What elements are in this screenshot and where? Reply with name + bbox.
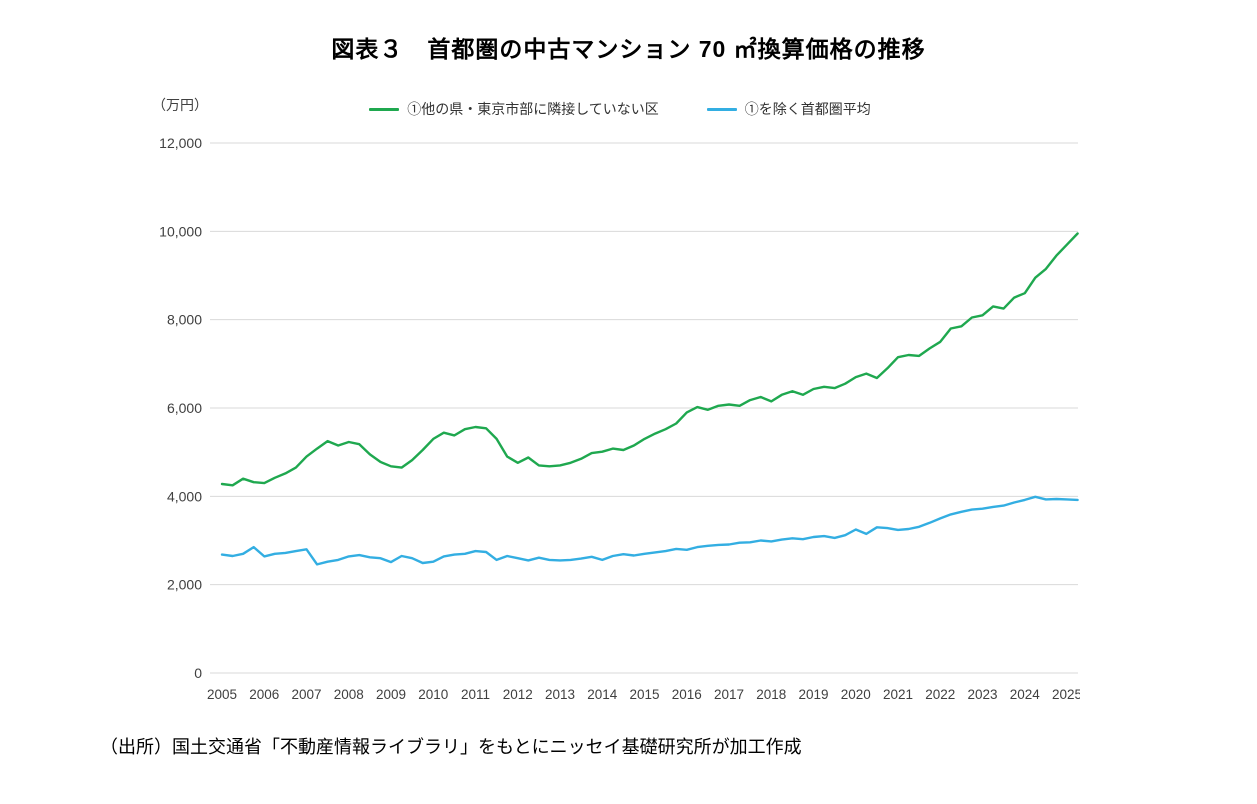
x-axis-tick-label: 2016	[672, 687, 702, 702]
x-axis-tick-label: 2015	[629, 687, 659, 702]
x-axis-tick-label: 2007	[291, 687, 321, 702]
y-axis-tick-label: 6,000	[167, 400, 202, 416]
legend-line-swatch	[706, 107, 737, 111]
x-axis-tick-label: 2022	[925, 687, 955, 702]
x-axis-tick-label: 2017	[714, 687, 744, 702]
x-axis-tick-label: 2024	[1010, 687, 1041, 702]
legend-item: ①他の県・東京市部に隣接していない区	[369, 99, 659, 119]
x-axis-tick-label: 2021	[883, 687, 913, 702]
x-axis-tick-label: 2019	[798, 687, 828, 702]
legend-label: ①他の県・東京市部に隣接していない区	[407, 101, 659, 117]
x-axis-tick-label: 2012	[503, 687, 533, 702]
legend-label: ①を除く首都圏平均	[744, 101, 871, 117]
x-axis-tick-label: 2013	[545, 687, 575, 702]
series-line-non-adjacent-wards	[220, 232, 1079, 487]
x-axis-tick-label: 2010	[418, 687, 448, 702]
legend-line-swatch	[369, 107, 400, 111]
y-axis-tick-label: 0	[194, 665, 202, 681]
x-axis-tick-label: 2014	[587, 687, 618, 702]
x-axis-tick-label: 2008	[334, 687, 364, 702]
x-axis-tick-label: 2018	[756, 687, 786, 702]
series-line-metro-average	[220, 495, 1079, 566]
y-axis-unit-label: （万円）	[152, 97, 208, 113]
line-chart: 0 2,000 4,000 6,000 8,000 10,000 12,000 2005 200…	[159, 137, 1080, 702]
chart-title: 図表３ 首都圏の中古マンション 70 ㎡換算価格の推移	[331, 36, 926, 62]
y-axis-tick-label: 2,000	[167, 577, 202, 593]
x-axis-tick-label: 2020	[841, 687, 871, 702]
source-note: （出所）国土交通省「不動産情報ライブラリ」をもとにニッセイ基礎研究所が加工作成	[100, 737, 802, 757]
x-axis-tick-label: 2023	[967, 687, 997, 702]
y-axis-tick-label: 4,000	[167, 488, 202, 504]
y-axis-tick-label: 10,000	[159, 223, 202, 239]
x-axis-tick-label: 2009	[376, 687, 406, 702]
chart-legend: ①他の県・東京市部に隣接していない区 ①を除く首都圏平均	[150, 99, 1090, 119]
y-axis-tick-label: 8,000	[167, 312, 202, 328]
x-axis-tick-label: 2005	[207, 687, 237, 702]
y-axis-tick-label: 12,000	[159, 137, 202, 151]
x-axis-tick-label: 2011	[461, 687, 490, 702]
legend-item: ①を除く首都圏平均	[706, 99, 871, 119]
x-axis-tick-label: 2006	[249, 687, 279, 702]
x-axis-tick-label: 2025	[1052, 687, 1080, 702]
